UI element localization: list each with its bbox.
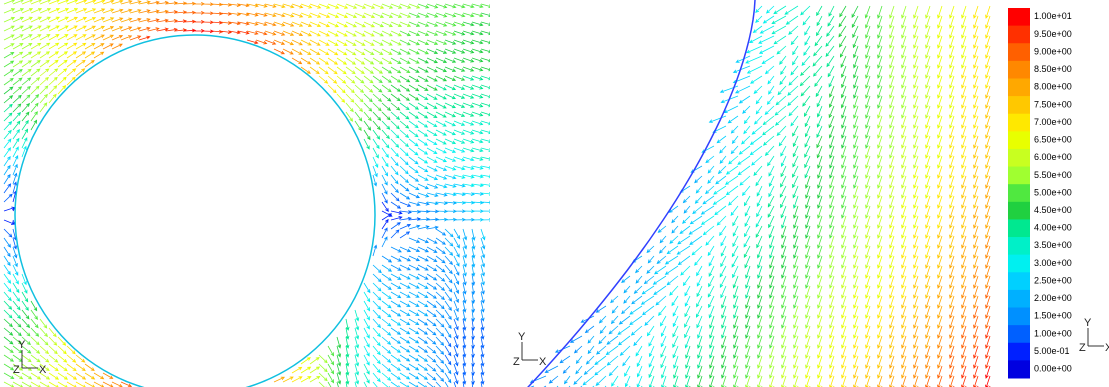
triad-y: Y	[1084, 317, 1092, 329]
velocity-vectors	[102, 0, 303, 387]
colorbar-label: 3.50e+00	[1034, 240, 1072, 250]
left-panel	[3, 0, 490, 387]
velocity-vectors	[3, 75, 490, 387]
velocity-vectors	[869, 175, 991, 387]
colorbar-label: 8.50e+00	[1034, 64, 1072, 74]
velocity-vectors	[120, 10, 286, 387]
colorbar-label: 9.00e+00	[1034, 46, 1072, 56]
velocity-vectors	[529, 305, 607, 387]
velocity-vectors	[665, 5, 835, 387]
velocity-vectors	[75, 0, 321, 387]
colorbar-label: 2.50e+00	[1034, 275, 1072, 285]
velocity-vectors	[641, 5, 811, 387]
colorbar-swatch	[1008, 60, 1030, 79]
colorbar-swatch	[1008, 113, 1030, 132]
velocity-vectors	[901, 235, 991, 387]
colorbar-swatch	[1008, 307, 1030, 326]
triad-axes	[521, 342, 538, 361]
velocity-vectors	[3, 163, 486, 387]
velocity-vectors	[821, 5, 991, 387]
colorbar-label: 2.00e+00	[1034, 293, 1072, 303]
velocity-vectors	[797, 5, 967, 387]
triad-y: Y	[18, 339, 26, 351]
colorbar-swatch	[1008, 289, 1030, 309]
colorbar-swatch	[1008, 237, 1030, 256]
velocity-vectors	[713, 5, 883, 387]
triad-axes	[1087, 328, 1104, 347]
velocity-vectors	[845, 85, 991, 387]
colorbar-label: 1.00e+00	[1034, 328, 1072, 338]
triad-x: X	[39, 364, 47, 376]
velocity-vectors	[3, 154, 490, 387]
colorbar-swatch	[1008, 131, 1030, 150]
velocity-vectors	[138, 19, 259, 45]
velocity-vectors	[3, 172, 485, 387]
colorbar-swatch	[1008, 272, 1030, 291]
velocity-vectors	[3, 120, 490, 387]
colorbar-swatch	[1008, 325, 1030, 344]
wall	[527, 0, 756, 387]
colorbar-swatch	[1008, 184, 1030, 203]
velocity-vectors	[689, 5, 859, 387]
colorbar: 1.00e+01 9.50e+00 9.00e+00 8.50e+00 8.00e+00…	[1008, 8, 1072, 379]
colorbar-swatch	[1008, 148, 1030, 168]
colorbar-swatch	[1008, 342, 1030, 361]
velocity-vectors	[925, 285, 991, 387]
colorbar-label: 5.50e+00	[1034, 170, 1072, 180]
velocity-vectors	[3, 181, 485, 387]
cylinder	[14, 34, 376, 387]
colorbar-label: 9.50e+00	[1034, 29, 1072, 39]
colorbar-label: 6.50e+00	[1034, 135, 1072, 145]
colorbar-label: 4.50e+00	[1034, 205, 1072, 215]
colorbar-swatch	[1008, 25, 1030, 44]
colorbar-label: 7.00e+00	[1034, 117, 1072, 127]
axis-triads: Y Z X Y Z X Y Z X	[13, 317, 1109, 376]
colorbar-swatch	[1008, 219, 1030, 238]
triad-y: Y	[518, 331, 526, 343]
velocity-vectors	[611, 5, 775, 387]
colorbar-label: 6.00e+00	[1034, 152, 1072, 162]
right-panel	[527, 0, 991, 387]
colorbar-label: 8.00e+00	[1034, 82, 1072, 92]
colorbar-swatch	[1008, 201, 1030, 220]
colorbar-swatch	[1008, 254, 1030, 273]
colorbar-label: 1.00e+01	[1034, 11, 1072, 21]
velocity-vectors	[953, 325, 991, 387]
velocity-vectors	[3, 12, 490, 387]
triad-x: X	[539, 356, 547, 368]
velocity-vectors	[977, 365, 991, 387]
triad-axes	[21, 350, 38, 369]
colorbar-label: 4.00e+00	[1034, 223, 1072, 233]
velocity-vectors	[183, 28, 215, 34]
triad-x: X	[1105, 342, 1109, 354]
colorbar-label: 3.00e+00	[1034, 258, 1072, 268]
velocity-vectors	[582, 55, 751, 387]
colorbar-label: 5.00e+00	[1034, 187, 1072, 197]
colorbar-label: 5.00e-01	[1034, 346, 1070, 356]
colorbar-swatch	[1008, 8, 1030, 27]
velocity-vectors	[3, 0, 421, 387]
velocity-vectors	[745, 5, 907, 387]
velocity-vectors	[3, 138, 490, 387]
colorbar-label: 1.50e+00	[1034, 311, 1072, 321]
velocity-vectors	[21, 0, 385, 387]
triad-z: Z	[513, 356, 520, 368]
colorbar-label: 7.50e+00	[1034, 99, 1072, 109]
velocity-vectors	[3, 3, 490, 387]
velocity-vectors	[66, 0, 339, 387]
velocity-vectors	[84, 0, 312, 387]
colorbar-label: 0.00e+00	[1034, 364, 1072, 374]
colorbar-swatch	[1008, 166, 1030, 185]
colorbar-swatch	[1008, 360, 1030, 379]
velocity-vectors	[769, 5, 931, 387]
colorbar-swatch	[1008, 96, 1030, 115]
colorbar-swatch	[1008, 43, 1030, 62]
velocity-vectors	[556, 165, 703, 387]
velocity-vectors	[48, 0, 349, 387]
triad-z: Z	[1079, 342, 1086, 354]
triad-z: Z	[13, 364, 20, 376]
colorbar-swatch	[1008, 78, 1030, 97]
